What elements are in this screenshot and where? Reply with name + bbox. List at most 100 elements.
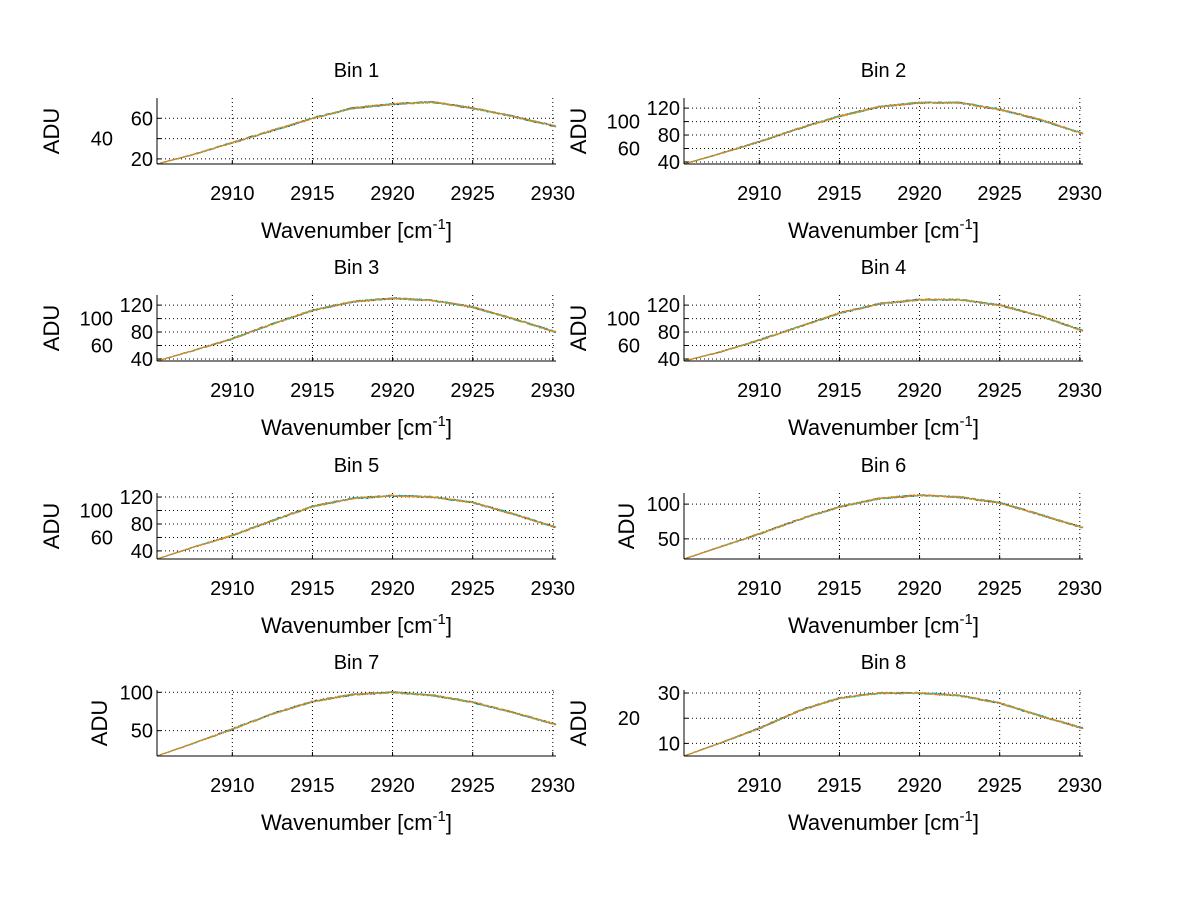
y-axis-label: ADU (566, 700, 591, 746)
x-tick-label: 2910 (737, 578, 782, 600)
y-tick-label: 100 (80, 309, 113, 331)
x-axis-label-end: ] (973, 810, 979, 835)
x-axis-label-end: ] (973, 218, 979, 243)
y-tick-label: 50 (131, 721, 153, 743)
y-tick-label: 10 (658, 733, 680, 755)
y-tick-label: 40 (131, 541, 153, 563)
series-line-4 (683, 101, 1084, 165)
y-tick-label: 20 (131, 149, 153, 171)
x-axis-label-end: ] (446, 613, 452, 638)
series-line-2 (683, 298, 1084, 362)
x-tick-label: 2930 (1058, 183, 1103, 205)
subplot-title: Bin 7 (334, 652, 380, 674)
series-line-4 (156, 690, 557, 757)
x-axis-label-superscript: -1 (960, 413, 973, 430)
x-tick-label: 2930 (1058, 775, 1103, 797)
series-line-1 (683, 493, 1084, 560)
series-line-1 (156, 494, 557, 560)
x-tick-label: 2910 (210, 380, 255, 402)
subplot-title: Bin 5 (334, 455, 380, 477)
x-axis-label-text: Wavenumber [cm (261, 218, 433, 243)
series-line-1 (156, 691, 557, 757)
y-tick-label: 40 (658, 349, 680, 371)
y-axis-label: ADU (566, 108, 591, 154)
series-line-2 (156, 494, 557, 560)
x-axis-label-end: ] (446, 218, 452, 243)
x-axis-label: Wavenumber [cm-1] (261, 216, 452, 243)
x-axis-label-end: ] (446, 810, 452, 835)
x-axis-label: Wavenumber [cm-1] (788, 808, 979, 835)
subplot-1: 2910 2915 2920 2925 2930 20 40 60 Bin 1 Wavenumbe… (39, 60, 575, 243)
y-tick-label: 100 (120, 682, 153, 704)
series-line-2 (156, 691, 557, 757)
x-tick-label: 2930 (531, 380, 576, 402)
x-tick-label: 2925 (450, 578, 495, 600)
series-line-4 (156, 100, 557, 165)
series-line-4 (156, 494, 557, 560)
x-axis-label-text: Wavenumber [cm (261, 613, 433, 638)
x-tick-label: 2910 (210, 775, 255, 797)
x-tick-label: 2925 (450, 775, 495, 797)
y-axis-label: ADU (87, 700, 112, 746)
x-tick-label: 2925 (977, 380, 1022, 402)
x-tick-label: 2915 (817, 775, 862, 797)
x-axis-label-text: Wavenumber [cm (788, 415, 960, 440)
x-tick-label: 2910 (737, 775, 782, 797)
y-tick-label: 50 (658, 529, 680, 551)
y-axis-label: ADU (614, 503, 639, 549)
x-axis-label-text: Wavenumber [cm (788, 810, 960, 835)
y-tick-label: 120 (647, 98, 680, 120)
x-tick-label: 2910 (737, 183, 782, 205)
x-axis-label-superscript: -1 (433, 808, 446, 825)
subplot-7: 2910 2915 2920 2925 2930 50 100 Bin 7 Wavenumber… (87, 652, 575, 835)
x-tick-label: 2910 (210, 183, 255, 205)
subplot-6: 2910 2915 2920 2925 2930 50 100 Bin 6 Wavenumber… (614, 455, 1102, 638)
x-tick-label: 2920 (897, 775, 942, 797)
x-axis-label-superscript: -1 (960, 216, 973, 233)
x-axis-label: Wavenumber [cm-1] (788, 216, 979, 243)
series-line-2 (683, 101, 1084, 165)
y-tick-label: 100 (607, 112, 640, 134)
y-tick-label: 30 (658, 683, 680, 705)
series-line-2 (156, 101, 557, 165)
x-axis-label-end: ] (446, 415, 452, 440)
x-axis-label-text: Wavenumber [cm (788, 218, 960, 243)
subplot-title: Bin 1 (334, 60, 380, 82)
series-line-3 (156, 100, 557, 165)
series-line-4 (156, 297, 557, 362)
series-line-2 (683, 691, 1084, 757)
series-line-1 (156, 100, 557, 165)
series-line-4 (683, 494, 1084, 560)
y-axis-label: ADU (39, 108, 64, 154)
x-tick-label: 2925 (450, 380, 495, 402)
y-tick-label: 60 (91, 527, 113, 549)
subplot-8: 2910 2915 2920 2925 2930 10 20 30 Bin 8 Wavenumbe… (566, 652, 1102, 835)
subplot-title: Bin 6 (861, 455, 907, 477)
x-axis-label-text: Wavenumber [cm (788, 613, 960, 638)
series-line-3 (683, 298, 1084, 362)
y-tick-label: 120 (120, 295, 153, 317)
y-tick-label: 80 (658, 322, 680, 344)
x-tick-label: 2915 (817, 380, 862, 402)
series-line-3 (683, 101, 1084, 165)
subplot-title: Bin 8 (861, 652, 907, 674)
x-axis-label-end: ] (973, 613, 979, 638)
x-tick-label: 2910 (210, 578, 255, 600)
y-axis-label: ADU (39, 305, 64, 351)
x-axis-label-superscript: -1 (960, 611, 973, 628)
y-axis-label: ADU (566, 305, 591, 351)
y-tick-label: 60 (131, 108, 153, 130)
y-tick-label: 120 (120, 487, 153, 509)
x-tick-label: 2925 (450, 183, 495, 205)
series-line-4 (683, 691, 1084, 757)
x-tick-label: 2930 (1058, 578, 1103, 600)
subplot-title: Bin 4 (861, 257, 907, 279)
x-tick-label: 2920 (370, 578, 415, 600)
x-tick-label: 2910 (737, 380, 782, 402)
y-tick-label: 40 (131, 349, 153, 371)
series-line-3 (156, 691, 557, 757)
series-line-3 (683, 493, 1084, 560)
y-axis-label: ADU (39, 503, 64, 549)
x-tick-label: 2920 (370, 380, 415, 402)
